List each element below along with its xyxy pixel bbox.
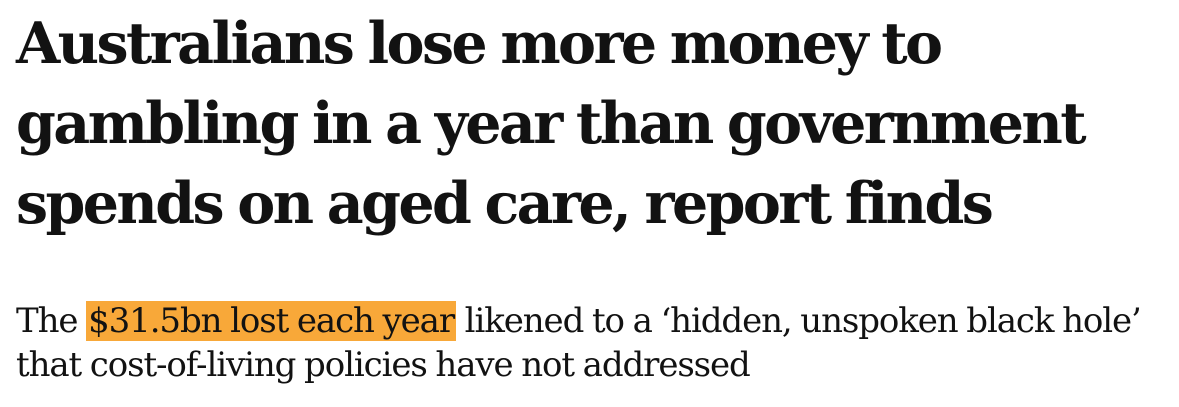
standfirst-rest: likened to a ‘hidden, unspoken black hol… [16, 301, 1142, 385]
article-header: Australians lose more money to gambling … [16, 0, 1166, 385]
highlighted-figure: $31.5bn lost each year [86, 301, 456, 341]
standfirst-lead: The [16, 301, 87, 341]
article-standfirst: The $31.5bn lost each year likened to a … [16, 299, 1166, 387]
article-headline: Australians lose more money to gambling … [16, 10, 1087, 237]
